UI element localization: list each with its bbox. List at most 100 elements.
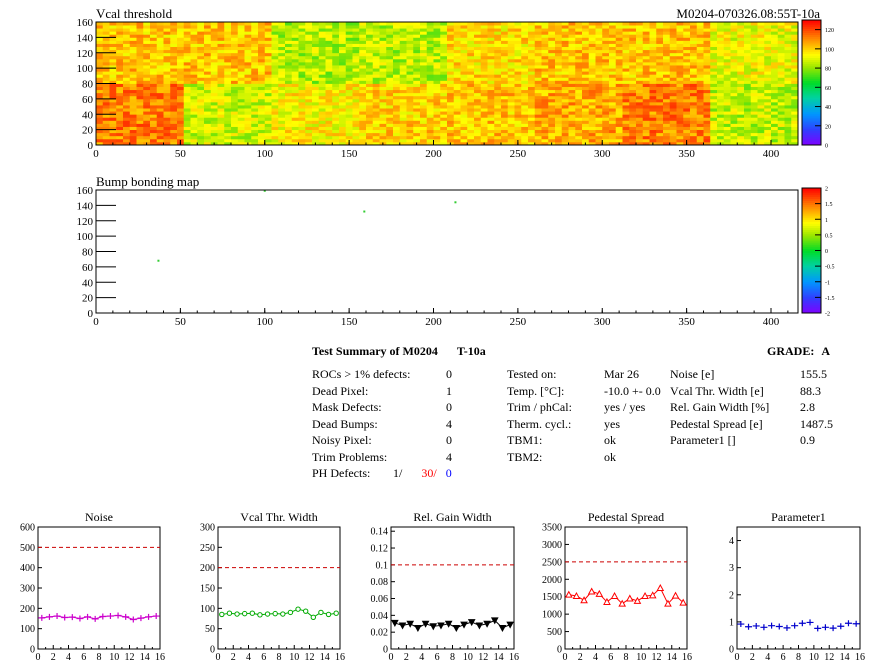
heatmap-cell [109,49,117,54]
heatmap-cell [717,46,725,51]
heatmap-cell [163,25,171,29]
heatmap-cell [420,132,428,137]
heatmap-cell [325,52,333,57]
heatmap-cell [703,101,711,106]
heatmap-cell [116,68,124,72]
heatmap-cell [582,55,590,60]
heatmap-cell [690,120,698,124]
heatmap-cell [96,132,104,137]
heatmap-cell [696,34,704,38]
heatmap-cell [278,95,286,100]
heatmap-cell [264,37,272,41]
heatmap-cell [102,58,110,63]
heatmap-cell [298,40,306,44]
heatmap-cell [750,111,758,115]
heatmap-cell [771,108,779,112]
heatmap-cell [305,61,313,66]
heatmap-cell [129,25,137,29]
heatmap-cell [305,132,313,137]
heatmap-cell [622,95,630,100]
heatmap-cell [393,34,401,38]
heatmap-cell [534,49,542,54]
heatmap-cell [197,111,205,115]
heatmap-cell [285,101,293,106]
heatmap-cell [568,25,576,29]
heatmap-cell [224,114,232,118]
heatmap-cell [116,138,124,143]
heatmap-cell [710,61,718,66]
heatmap-cell [575,98,583,103]
heatmap-cell [204,49,212,54]
heatmap-cell [447,95,455,100]
heatmap-cell [116,132,124,137]
heatmap-cell [224,89,232,94]
heatmap-cell [649,123,657,127]
heatmap-cell [744,141,752,146]
heatmap-cell [494,83,502,87]
heatmap-cell [123,61,131,66]
heatmap-cell [777,141,785,146]
heatmap-cell [305,123,313,127]
heatmap-cell [386,114,394,118]
heatmap-cell [750,114,758,118]
heatmap-cell [244,77,252,81]
heatmap-cell [366,120,374,124]
heatmap-cell [372,40,380,44]
heatmap-cell [190,86,198,91]
heatmap-cell [109,101,117,106]
heatmap-cell [717,126,725,131]
summary-title: Test Summary of M0204 T-10a [312,343,486,360]
heatmap-cell [210,114,218,118]
heatmap-cell [258,83,266,87]
heatmap-cell [602,52,610,57]
heatmap-cell [271,77,279,81]
palette-band [802,215,821,218]
heatmap-cell [521,65,529,69]
palette-band [802,271,821,274]
heatmap-cell [710,52,718,57]
heatmap-cell [629,46,637,51]
heatmap-cell [575,77,583,81]
heatmap-cell [102,46,110,51]
heatmap-cell [420,22,428,26]
heatmap-cell [399,117,407,121]
heatmap-cell [541,31,549,35]
heatmap-cell [102,105,110,109]
heatmap-cell [771,111,779,115]
data-point [145,613,153,620]
heatmap-cell [170,52,178,57]
heatmap-cell [676,123,684,127]
heatmap-cell [244,46,252,51]
heatmap-cell [669,40,677,44]
heatmap-cell [750,61,758,66]
heatmap-cell [487,46,495,51]
heatmap-cell [501,40,509,44]
heatmap-cell [217,22,225,26]
heatmap-cell [777,37,785,41]
heatmap-cell [156,37,164,41]
heatmap-cell [710,74,718,78]
heatmap-cell [656,25,664,29]
summary-row-value: 4 [446,449,452,464]
heatmap-cell [609,37,617,41]
heatmap-cell [669,105,677,109]
heatmap-cell [244,123,252,127]
heatmap-cell [298,74,306,78]
heatmap-cell [764,28,772,32]
heatmap-cell [426,92,434,97]
heatmap-cell [366,114,374,118]
heatmap-cell [271,83,279,87]
heatmap-cell [615,55,623,60]
heatmap-cell [116,83,124,87]
heatmap-cell [642,77,650,81]
heatmap-cell [791,58,799,63]
heatmap-cell [750,120,758,124]
heatmap-cell [737,28,745,32]
heatmap-cell [372,111,380,115]
heatmap-cell [507,95,515,100]
data-point [837,623,845,630]
heatmap-cell [663,138,671,143]
heatmap-cell [406,43,414,47]
heatmap-cell [298,120,306,124]
palette-band [802,128,821,131]
